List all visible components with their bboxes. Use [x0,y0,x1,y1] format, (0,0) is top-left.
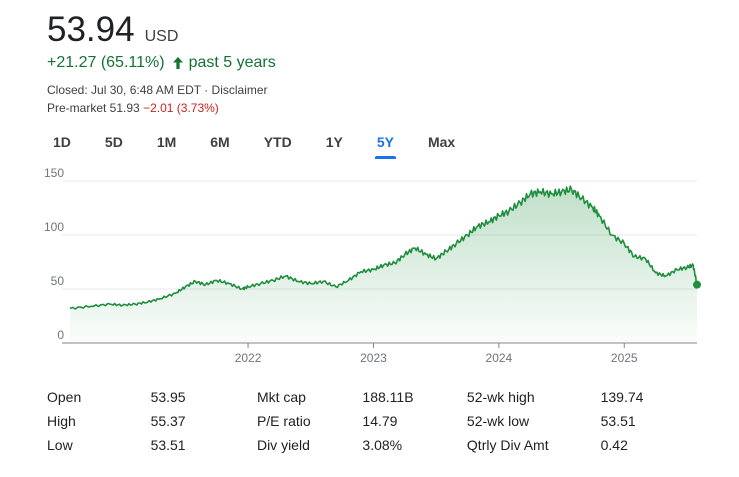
stat-value-pe-ratio: 14.79 [362,413,398,429]
y-tick-label: 0 [57,328,64,342]
current-price: 53.94 [47,10,135,49]
stat-label-52wk-high: 52-wk high [466,389,535,405]
stats-row: High 55.37 P/E ratio 14.79 52-wk low 53.… [47,412,707,436]
x-tick-label: 2022 [235,351,262,365]
stat-value-52wk-high: 139.74 [600,389,644,405]
tab-1m[interactable]: 1M [156,134,177,150]
premarket-change: −2.01 (3.73%) [143,101,219,115]
tab-1d[interactable]: 1D [53,134,71,150]
premarket-price: Pre-market 51.93 [47,101,140,115]
stats-row: Open 53.95 Mkt cap 188.11B 52-wk high 13… [47,388,707,412]
y-tick-label: 150 [44,166,64,180]
tab-5y[interactable]: 5Y [367,128,404,159]
tab-ytd[interactable]: YTD [263,134,292,150]
tab-6m[interactable]: 6M [210,134,230,150]
tab-5d[interactable]: 5D [104,134,123,150]
stat-value-qtrly-div: 0.42 [600,437,628,453]
x-tick-label: 2024 [486,351,513,365]
stats-row: Low 53.51 Div yield 3.08% Qtrly Div Amt … [47,436,707,460]
separator-dot: · [204,83,212,97]
stat-value-low: 53.51 [150,437,186,453]
disclaimer-link[interactable]: Disclaimer [211,83,268,97]
tab-max[interactable]: Max [427,134,456,150]
last-price-dot [693,280,701,289]
chart-area [69,185,701,343]
price-area-fill [70,186,697,343]
change-value: +21.27 (65.11%) [47,54,165,71]
stat-value-52wk-low: 53.51 [600,413,636,429]
stat-label-qtrly-div: Qtrly Div Amt [466,437,549,453]
stat-label-mkt-cap: Mkt cap [256,389,306,405]
stat-value-div-yield: 3.08% [362,437,403,453]
price-chart[interactable]: 0 50 100 150 2022 2023 2024 2025 [0,165,739,370]
stat-label-pe-ratio: P/E ratio [256,413,311,429]
key-stats: Open 53.95 Mkt cap 188.11B 52-wk high 13… [47,388,707,460]
price-header: 53.94 USD [47,8,178,52]
stat-label-high: High [47,413,76,429]
range-tabs: 1D 5D 1M 6M YTD 1Y 5Y Max [43,128,479,159]
market-status: Closed: Jul 30, 6:48 AM EDT · Disclaimer [47,82,268,98]
price-line [69,185,698,310]
y-tick-label: 50 [51,274,65,288]
stat-label-52wk-low: 52-wk low [466,413,530,429]
closed-time: Closed: Jul 30, 6:48 AM EDT [47,83,201,97]
stat-label-open: Open [47,389,82,405]
x-tick-label: 2025 [611,351,638,365]
price-change: +21.27 (65.11%) past 5 years [47,53,276,73]
stat-label-div-yield: Div yield [256,437,310,453]
currency-label: USD [144,28,179,45]
change-period: past 5 years [188,54,276,71]
stat-value-open: 53.95 [150,389,186,405]
stat-label-low: Low [47,437,73,453]
premarket-row: Pre-market 51.93 −2.01 (3.73%) [47,100,219,116]
arrow-up-icon [172,57,183,69]
chart-ticks: 0 50 100 150 2022 2023 2024 2025 [44,166,638,365]
x-tick-label: 2023 [360,351,387,365]
y-tick-label: 100 [44,220,64,234]
stat-value-high: 55.37 [150,413,186,429]
tab-1y[interactable]: 1Y [325,134,343,150]
stat-value-mkt-cap: 188.11B [362,389,414,405]
